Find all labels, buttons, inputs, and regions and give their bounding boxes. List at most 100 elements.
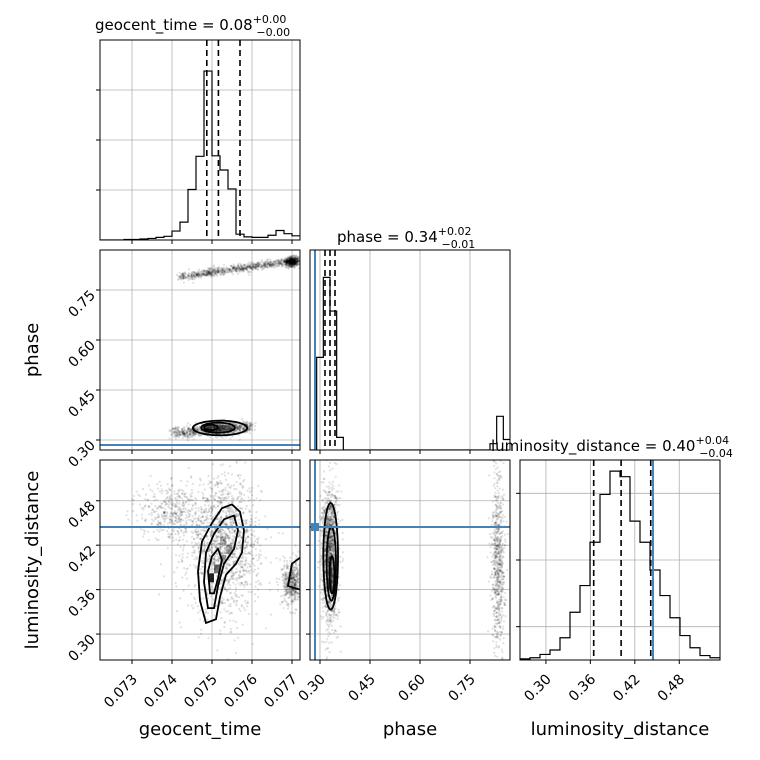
sample-point — [219, 428, 222, 431]
sample-point — [293, 260, 296, 263]
sample-point — [209, 274, 212, 277]
sample-point — [255, 581, 258, 584]
sample-point — [210, 551, 213, 554]
sample-point — [284, 258, 288, 262]
sample-point — [182, 276, 185, 279]
sample-point — [202, 269, 205, 272]
sample-point — [266, 262, 269, 266]
sample-point — [284, 260, 287, 264]
sample-point — [286, 257, 289, 260]
sample-point — [291, 262, 294, 265]
sample-point — [242, 428, 245, 431]
sample-point — [257, 265, 260, 268]
sample-point — [294, 254, 297, 257]
sample-point — [286, 261, 290, 264]
sample-point — [195, 523, 199, 527]
sample-point — [266, 265, 269, 268]
sample-point — [209, 595, 213, 598]
sample-point — [232, 560, 235, 564]
sample-point — [248, 273, 251, 277]
sample-point — [290, 256, 293, 260]
sample-point — [246, 541, 250, 544]
sample-point — [187, 274, 191, 278]
sample-point — [236, 267, 240, 270]
sample-point — [190, 488, 193, 492]
sample-point — [218, 455, 220, 457]
sample-point — [218, 490, 221, 493]
sample-point — [290, 265, 293, 268]
sample-point — [290, 260, 293, 263]
sample-point — [206, 273, 209, 277]
sample-point — [264, 262, 267, 265]
sample-point — [169, 477, 173, 480]
sample-point — [284, 260, 287, 263]
sample-point — [207, 499, 211, 502]
sample-point — [227, 483, 230, 486]
sample-point — [180, 518, 183, 521]
sample-point — [280, 262, 283, 265]
sample-point — [269, 260, 272, 263]
sample-point — [297, 259, 300, 262]
sample-point — [199, 506, 203, 509]
sample-point — [240, 425, 243, 428]
sample-point — [195, 272, 199, 275]
sample-point — [227, 427, 230, 430]
sample-point — [147, 530, 150, 533]
sample-point — [286, 259, 290, 262]
sample-point — [181, 434, 184, 437]
sample-point — [233, 639, 236, 642]
sample-point — [292, 257, 296, 260]
sample-point — [196, 428, 199, 431]
sample-point — [188, 428, 191, 431]
sample-point — [256, 268, 260, 271]
sample-point — [241, 560, 244, 563]
sample-point — [225, 499, 228, 502]
sample-point — [191, 520, 195, 523]
sample-point — [228, 267, 231, 271]
sample-point — [202, 597, 205, 600]
sample-point — [223, 427, 227, 430]
sample-point — [227, 580, 230, 583]
sample-point — [191, 278, 194, 281]
sample-point — [199, 276, 202, 279]
sample-point — [301, 257, 303, 259]
sample-point — [227, 269, 231, 273]
sample-point — [137, 493, 140, 496]
sample-point — [267, 262, 270, 265]
sample-point — [179, 430, 182, 434]
sample-point — [285, 262, 289, 265]
sample-point — [217, 266, 220, 270]
sample-point — [190, 541, 193, 544]
sample-point — [168, 533, 172, 536]
sample-point — [174, 427, 177, 430]
sample-point — [195, 273, 198, 277]
sample-point — [254, 265, 257, 268]
sample-point — [197, 273, 200, 276]
sample-point — [222, 428, 225, 431]
sample-point — [291, 571, 295, 574]
sample-point — [147, 484, 150, 487]
sample-point — [286, 607, 290, 610]
sample-point — [225, 266, 228, 269]
sample-point — [283, 260, 286, 263]
sample-point — [182, 432, 186, 435]
sample-point — [194, 276, 197, 279]
sample-point — [204, 546, 207, 549]
sample-point — [195, 272, 198, 275]
sample-point — [258, 261, 261, 264]
sample-point — [260, 268, 264, 271]
sample-point — [214, 272, 217, 275]
sample-point — [176, 566, 179, 569]
sample-point — [295, 260, 298, 263]
sample-point — [288, 264, 292, 267]
sample-point — [192, 522, 195, 525]
sample-point — [215, 552, 218, 556]
sample-point — [285, 263, 288, 266]
sample-point — [235, 268, 238, 271]
sample-point — [211, 590, 214, 593]
sample-point — [135, 514, 138, 517]
sample-point — [296, 258, 299, 262]
sample-point — [286, 259, 289, 262]
sample-point — [182, 276, 185, 280]
sample-point — [182, 489, 185, 493]
